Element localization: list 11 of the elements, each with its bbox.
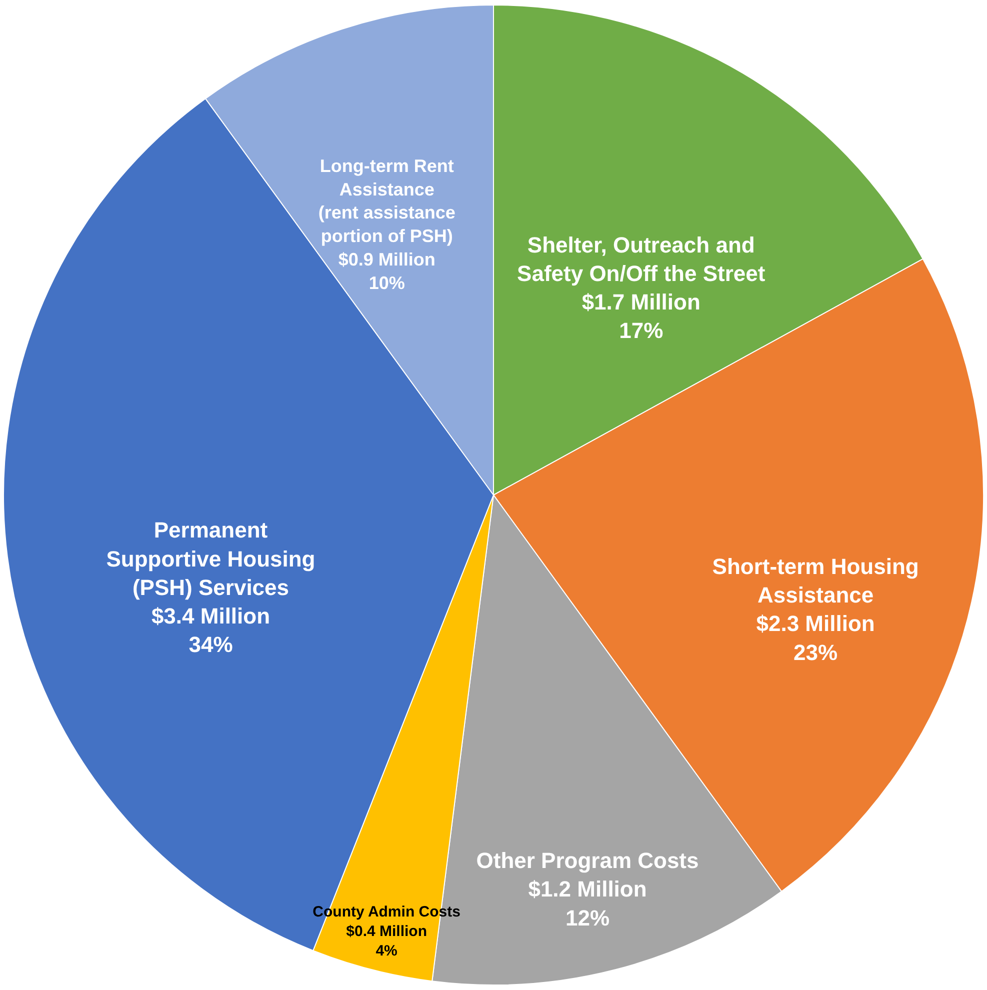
data-label: $0.4 Million 4% — [346, 922, 427, 960]
data-label: $2.3 Million 23% — [756, 611, 875, 665]
data-label: $0.9 Million 10% — [338, 249, 436, 293]
slice-label: Other Program Costs — [476, 848, 699, 874]
data-label: $1.2 Million 12% — [528, 876, 647, 930]
slice-label: Short-term Housing Assistance — [712, 554, 919, 608]
slice-label: Shelter, Outreach and Safety On/Off the Street — [517, 232, 766, 286]
data-label: $1.7 Million 17% — [582, 290, 700, 344]
data-label: $3.4 Million 34% — [151, 604, 270, 658]
slice-label: Permanent Supportive Housing (PSH) Services — [106, 518, 316, 600]
slice-label: Long-term Rent Assistance (rent assistance portion of PSH) — [318, 156, 456, 246]
